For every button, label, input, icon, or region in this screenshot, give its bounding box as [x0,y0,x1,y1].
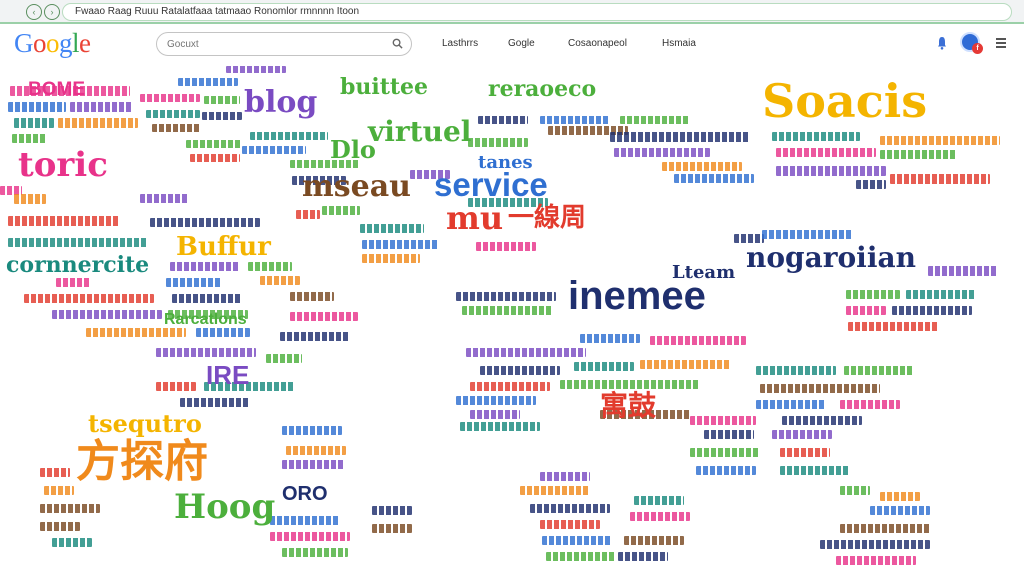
map-word: Soacis [762,74,928,128]
map-word: tsequtro [88,409,202,438]
map-word: service [434,166,548,203]
map-word: Rarcatlons [164,311,247,328]
map-word: 方探府 [76,437,208,486]
map-word: mu [446,199,504,237]
search-input[interactable] [167,36,377,52]
header-link-1[interactable]: Lasthrrs [442,38,479,49]
map-word: tanes [478,152,533,173]
header-link-4[interactable]: Hsmaia [662,38,696,49]
map-word: virtuel [368,115,472,148]
map-word: toric [18,145,108,185]
browser-toolbar: ‹ › Fwaao Raag Ruuu Ratalatfaaa tatmaao … [0,0,1024,24]
notification-bell-icon[interactable] [937,36,947,50]
header-link-2[interactable]: Gogle [508,38,535,49]
google-logo[interactable]: Google [14,28,91,58]
map-word: reraoeco [488,76,597,102]
header-link-3[interactable]: Cosaonapeol [568,38,627,49]
map-word: Hoog [174,487,276,527]
map-word: cornnercite [6,252,150,278]
search-icon[interactable] [392,38,403,49]
avatar[interactable]: f [960,32,983,54]
back-icon[interactable]: ‹ [26,4,42,20]
map-word: 寓鼓 [600,390,657,421]
map-word: nogaroiian [746,241,916,274]
map-word: blog [244,85,318,120]
map-word: ORO [282,483,328,505]
word-map: BOME toric blog buittee virtuel Dlo rera… [0,66,1024,568]
address-bar[interactable]: Fwaao Raag Ruuu Ratalatfaaa tatmaao Rono… [62,3,1012,21]
map-word: Dlo [330,135,376,164]
forward-icon[interactable]: › [44,4,60,20]
menu-icon[interactable] [996,38,1006,48]
map-word: mseau [302,169,411,204]
map-word: IRE [206,360,250,390]
map-word: inemee [568,274,706,318]
header: Google Lasthrrs Gogle Cosaonapeol Hsmaia… [0,26,1024,66]
notification-badge: f [972,43,983,54]
map-word: 一線周 [508,202,587,232]
map-word: Lteam [672,262,736,283]
map-word: Buffur [176,232,271,262]
search-box[interactable] [156,32,412,56]
map-word: buittee [340,74,429,100]
address-text: Fwaao Raag Ruuu Ratalatfaaa tatmaao Rono… [75,6,360,17]
map-word: BOME [28,79,85,100]
